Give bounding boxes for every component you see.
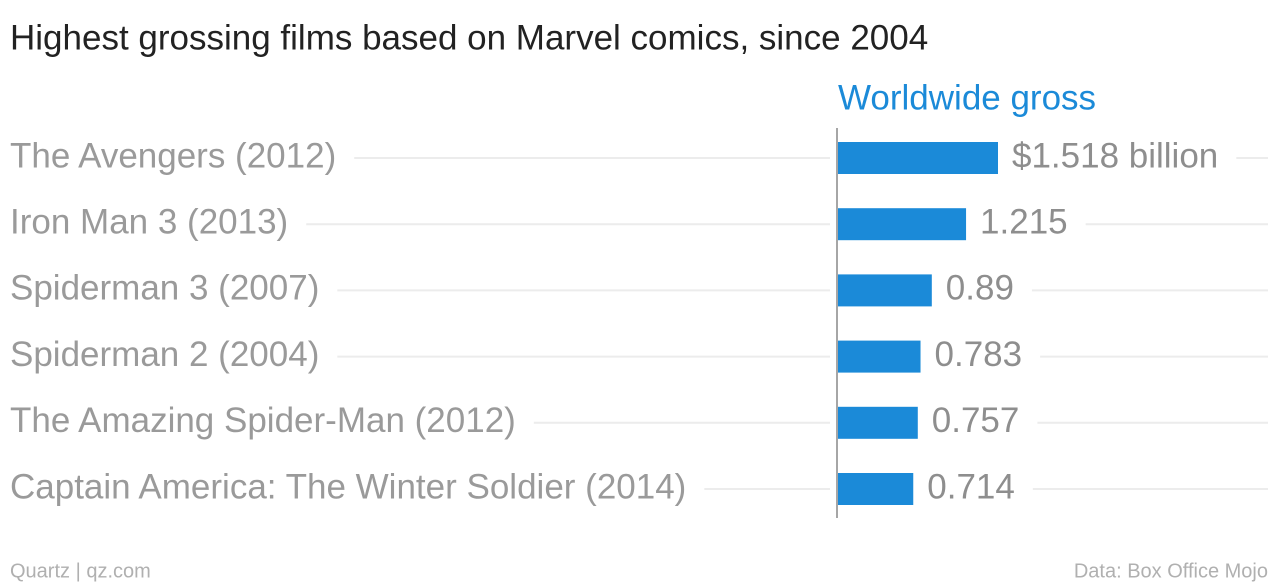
bar <box>838 340 921 373</box>
bar <box>838 142 998 174</box>
bar <box>838 274 932 307</box>
value-label: 0.757 <box>932 401 1020 440</box>
bar <box>838 208 967 241</box>
chart-title: Highest grossing films based on Marvel c… <box>10 18 928 57</box>
value-label: 1.215 <box>980 202 1068 241</box>
category-label: Spiderman 2 (2004) <box>10 335 319 374</box>
series-label: Worldwide gross <box>838 78 1096 117</box>
value-label: 0.783 <box>935 335 1023 374</box>
bar <box>838 406 918 439</box>
category-label: Spiderman 3 (2007) <box>10 269 319 308</box>
category-label: The Amazing Spider-Man (2012) <box>10 401 516 440</box>
source: Data: Box Office Mojo <box>1074 560 1268 582</box>
credit: Quartz | qz.com <box>10 560 151 582</box>
category-label: The Avengers (2012) <box>10 136 336 175</box>
category-label: Iron Man 3 (2013) <box>10 202 288 241</box>
category-label: Captain America: The Winter Soldier (201… <box>10 467 686 506</box>
value-label: 0.89 <box>946 269 1014 308</box>
value-label: $1.518 billion <box>1012 136 1218 175</box>
value-label: 0.714 <box>927 467 1015 506</box>
bar <box>838 473 914 505</box>
